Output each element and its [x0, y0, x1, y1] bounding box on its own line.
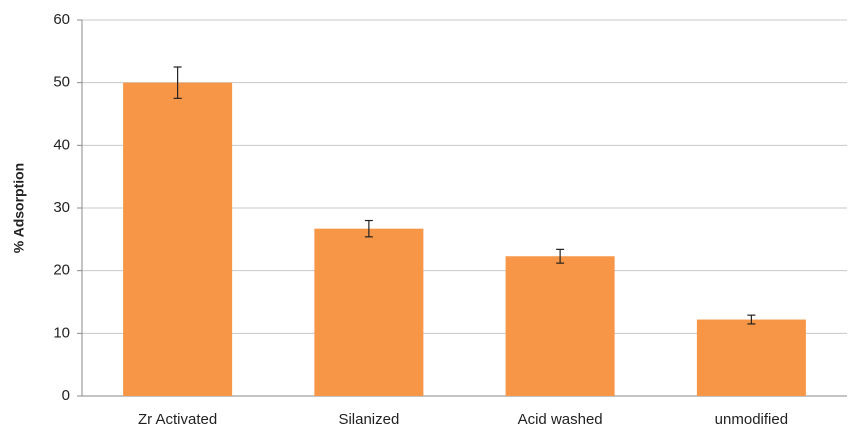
x-tick-label: unmodified — [715, 411, 788, 428]
y-tick-label: 20 — [53, 262, 70, 279]
y-tick-label: 40 — [53, 136, 70, 153]
bar — [505, 256, 615, 396]
y-tick-label: 50 — [53, 74, 70, 91]
x-tick-label: Acid washed — [518, 411, 603, 428]
x-tick-label: Zr Activated — [138, 411, 217, 428]
y-axis-label: % Adsorption — [11, 163, 27, 253]
bar — [314, 228, 424, 396]
x-tick-label: Silanized — [338, 411, 399, 428]
y-tick-label: 10 — [53, 324, 70, 341]
error-bar — [173, 66, 182, 99]
error-bar — [364, 219, 373, 238]
bar — [123, 82, 233, 397]
error-bar — [556, 248, 565, 264]
bar — [696, 319, 806, 396]
y-tick-label: 30 — [53, 199, 70, 216]
error-bar — [747, 314, 756, 325]
y-tick-label: 0 — [62, 387, 70, 404]
y-tick-label: 60 — [53, 11, 70, 28]
